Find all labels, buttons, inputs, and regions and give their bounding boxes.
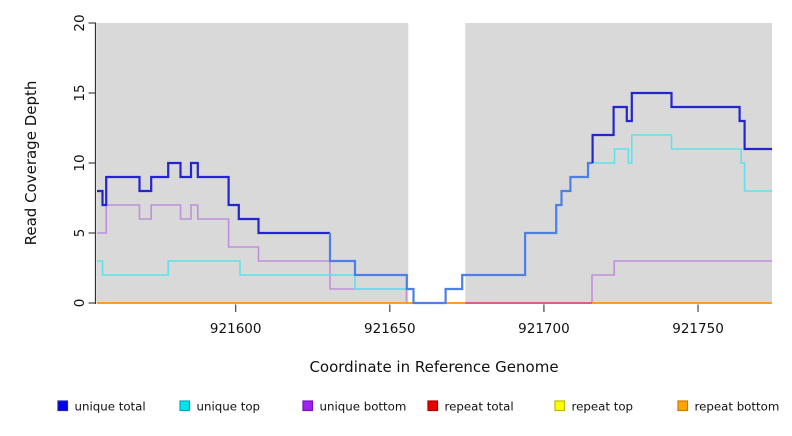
- legend-item-repeat-bottom: repeat bottom: [677, 400, 780, 414]
- legend-item-repeat-top: repeat top: [554, 400, 634, 414]
- legend: unique total unique top unique bottom repea…: [57, 400, 780, 414]
- legend-label: repeat bottom: [695, 400, 780, 414]
- series-line-unique-total: [328, 161, 593, 305]
- x-tick-label: 921750: [672, 321, 724, 337]
- legend-swatch: [57, 400, 69, 412]
- x-axis-title: Coordinate in Reference Genome: [309, 358, 558, 376]
- x-tick-label: 921650: [364, 321, 416, 337]
- y-axis-title: Read Coverage Depth: [22, 81, 40, 246]
- x-tick-label: 921600: [210, 321, 262, 337]
- legend-swatch: [554, 400, 566, 412]
- y-tick-label: 0: [72, 299, 88, 308]
- legend-label: repeat top: [572, 400, 634, 414]
- y-tick-label: 15: [72, 84, 88, 101]
- legend-swatch: [677, 400, 689, 412]
- legend-label: repeat total: [445, 400, 514, 414]
- legend-item-repeat-total: repeat total: [427, 400, 514, 414]
- legend-label: unique top: [197, 400, 261, 414]
- y-tick-label: 10: [72, 154, 88, 171]
- legend-swatch: [427, 400, 439, 412]
- legend-swatch: [179, 400, 191, 412]
- y-tick-label: 20: [72, 14, 88, 31]
- coverage-gap-region: [408, 23, 466, 303]
- y-tick-label: 5: [72, 229, 88, 238]
- legend-item-unique-top: unique top: [179, 400, 261, 414]
- series-line-unique-total: [591, 91, 772, 163]
- legend-swatch: [302, 400, 314, 412]
- legend-label: unique total: [75, 400, 146, 414]
- legend-item-unique-bottom: unique bottom: [302, 400, 407, 414]
- legend-item-unique-total: unique total: [57, 400, 146, 414]
- legend-label: unique bottom: [320, 400, 407, 414]
- plot-layers: 0 5 10 15 20 921600 921650 921700 921750: [72, 14, 772, 337]
- x-tick-label: 921700: [518, 321, 570, 337]
- series-line-unique-total: [97, 161, 330, 235]
